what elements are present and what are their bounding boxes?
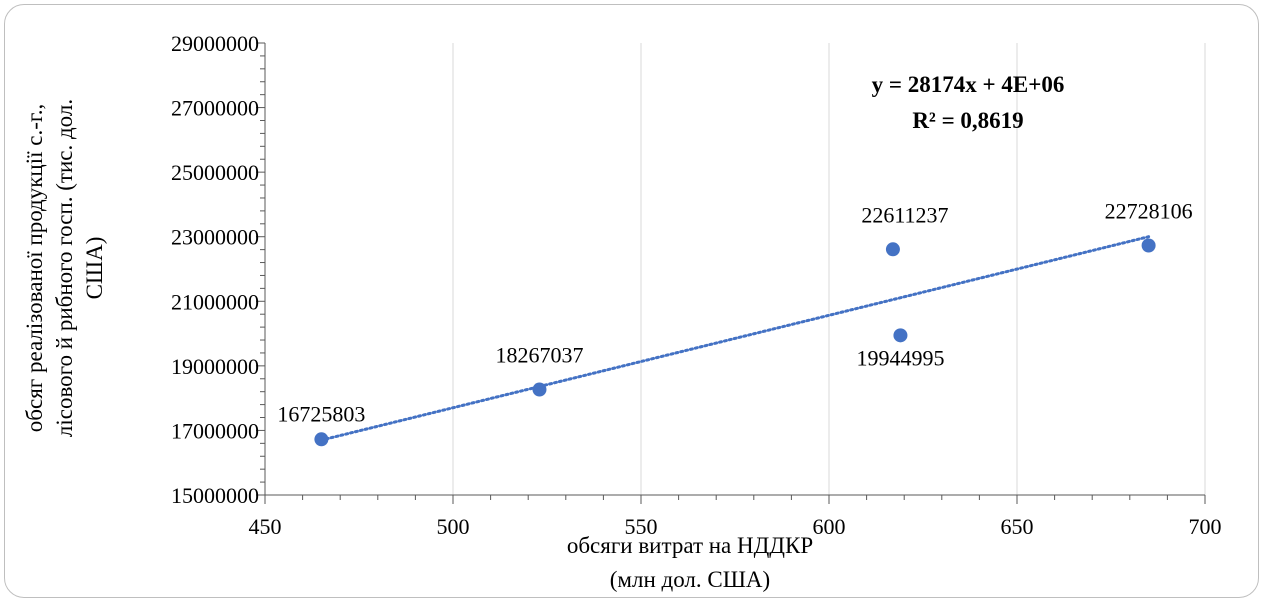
- y-tick-label: 23000000: [171, 225, 259, 250]
- trendline: [319, 235, 1151, 442]
- data-point: [1141, 238, 1156, 253]
- x-tick-label: 600: [813, 514, 846, 539]
- data-point: [893, 328, 908, 343]
- y-tick-label: 15000000: [171, 483, 259, 508]
- chart-frame: [4, 4, 1259, 598]
- data-point: [532, 382, 547, 397]
- y-axis-title-line-1: обсяг реалізованої продукції с.-г.,: [22, 104, 47, 432]
- x-axis-title-line-2: (млн дол. США): [610, 567, 770, 592]
- data-label: 19944995: [856, 345, 944, 370]
- data-label: 22728106: [1105, 198, 1193, 223]
- data-label: 22611237: [861, 202, 948, 227]
- x-axis-title-line-1: обсяги витрат на НДДКР: [567, 533, 813, 558]
- trendline-r-squared: R² = 0,8619: [912, 108, 1023, 133]
- data-label: 18267037: [495, 343, 583, 368]
- y-axis-title: обсяг реалізованої продукції с.-г., лісо…: [22, 99, 107, 437]
- data-labels: 16725803 18267037 22611237 19944995 22728106: [277, 198, 1192, 426]
- data-point: [314, 432, 329, 447]
- y-tick-label: 19000000: [171, 354, 259, 379]
- x-tick-label: 650: [1001, 514, 1034, 539]
- x-tick-label: 550: [625, 514, 658, 539]
- y-tick-label: 25000000: [171, 160, 259, 185]
- y-tick-label: 27000000: [171, 96, 259, 121]
- y-tick-label: 21000000: [171, 289, 259, 314]
- data-points: [314, 238, 1156, 447]
- y-axis-title-line-3: США): [82, 237, 107, 300]
- axes: 15000000 17000000 19000000 21000000 23000000…: [171, 31, 1222, 539]
- y-axis-title-line-2: лісового й рибного госп. (тис. дол.: [52, 99, 77, 437]
- gridlines: [452, 43, 1206, 495]
- y-tick-label: 29000000: [171, 31, 259, 56]
- data-point: [885, 242, 900, 257]
- trendline-equation: y = 28174x + 4E+06: [872, 72, 1065, 97]
- x-tick-label: 700: [1189, 514, 1222, 539]
- x-tick-label: 500: [437, 514, 470, 539]
- data-label: 16725803: [277, 401, 365, 426]
- trendline-group: [319, 235, 1151, 442]
- x-tick-label: 450: [249, 514, 282, 539]
- y-tick-label: 17000000: [171, 418, 259, 443]
